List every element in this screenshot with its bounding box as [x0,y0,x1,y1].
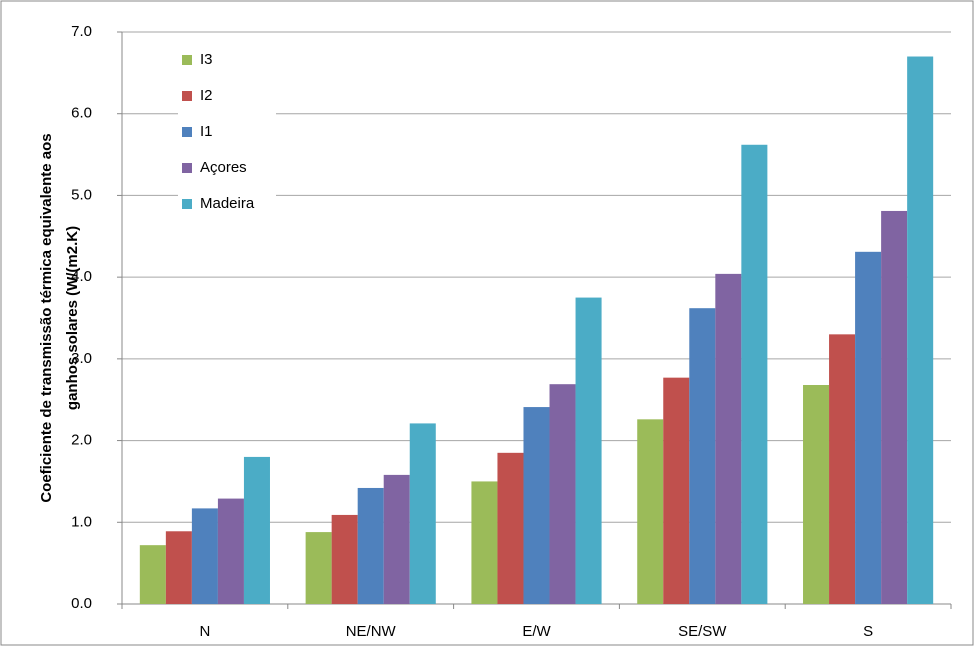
x-tick-label: S [863,623,873,640]
bar [575,297,602,604]
bar [663,377,690,604]
bar [383,474,410,604]
y-tick-label: 3.0 [71,350,92,367]
bar [243,456,270,604]
y-tick-label: 6.0 [71,105,92,122]
bar [523,407,550,604]
y-tick-label: 2.0 [71,432,92,449]
bar [803,385,830,604]
bar [471,481,498,604]
legend-label: I1 [200,123,213,140]
bar [829,334,856,604]
bar [689,308,716,604]
y-tick-label: 1.0 [71,513,92,530]
bar [549,384,576,604]
legend-label: I2 [200,87,213,104]
x-tick-label: E/W [522,623,551,640]
bar [217,498,244,604]
bar [881,210,908,604]
bar [305,532,332,604]
y-tick-label: 4.0 [71,268,92,285]
legend-label: Açores [200,159,247,176]
bar [855,251,882,604]
legend-swatch [182,199,192,209]
legend-swatch [182,127,192,137]
x-tick-label: SE/SW [678,623,727,640]
bar [357,487,384,604]
y-axis-label-line: Coeficiente de transmissão térmica equiv… [38,133,55,502]
bar [331,514,358,604]
y-axis-label: Coeficiente de transmissão térmica equiv… [38,133,81,502]
legend-swatch [182,55,192,65]
legend-label: Madeira [200,195,255,212]
legend-swatch [182,91,192,101]
y-tick-label: 7.0 [71,23,92,40]
bar [409,423,436,604]
y-tick-label: 0.0 [71,595,92,612]
bar [907,56,934,605]
x-tick-label: NE/NW [346,623,397,640]
bar [741,144,768,604]
legend-label: I3 [200,51,213,68]
bar [165,531,192,604]
bar [497,452,524,604]
y-tick-label: 5.0 [71,186,92,203]
bar [715,273,742,604]
bar [139,545,166,604]
legend-box [178,40,276,226]
y-axis-label-line: ganhos solares (W/(m2.K) [64,226,81,410]
bar [637,419,664,604]
legend-swatch [182,163,192,173]
x-tick-label: N [199,623,210,640]
bar [191,508,218,604]
